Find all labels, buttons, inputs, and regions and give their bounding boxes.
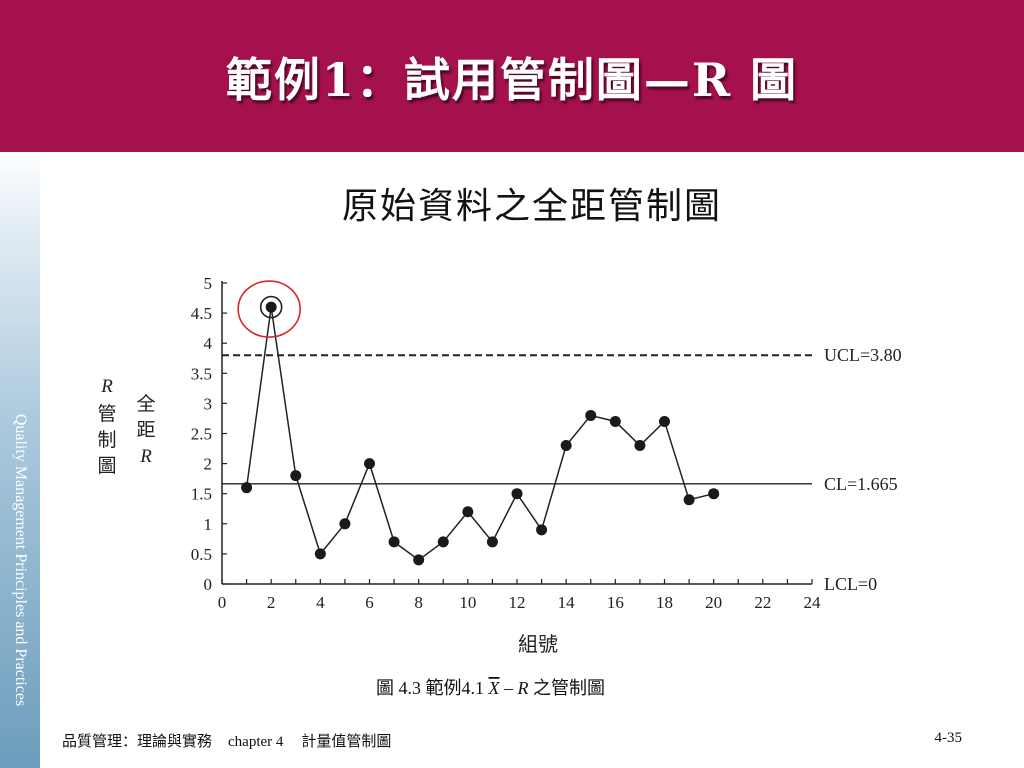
caption-suffix: 之管制圖 [529, 678, 606, 698]
y-axis-label-left-char: 管 [97, 403, 116, 425]
y-axis-label-right-char: 全 [136, 393, 155, 415]
data-point [634, 440, 646, 452]
data-point [486, 536, 498, 548]
y-tick-label: 0.5 [191, 545, 212, 564]
y-tick-label: 3 [204, 394, 213, 413]
y-tick-label: 3.5 [191, 364, 212, 383]
x-tick-label: 22 [754, 593, 771, 612]
x-tick-label: 16 [607, 593, 624, 612]
caption-r: R [517, 678, 529, 698]
data-point [659, 415, 670, 427]
data-point [511, 488, 523, 500]
caption-prefix: 圖 4.3 範例4.1 [376, 678, 489, 698]
side-band [0, 152, 40, 768]
y-tick-label: 1.5 [191, 485, 212, 504]
y-tick-label: 2 [204, 455, 213, 474]
x-tick-label: 6 [365, 593, 374, 612]
data-point [437, 536, 449, 548]
title-banner [0, 0, 1024, 152]
data-point [364, 458, 375, 470]
range-series-line [245, 306, 714, 561]
y-tick-label: 5 [204, 274, 213, 293]
x-tick-label: 10 [459, 593, 476, 612]
data-point [585, 409, 597, 421]
x-tick-label: 8 [414, 593, 423, 612]
x-tick-label: 24 [804, 593, 822, 612]
slide-title: 範例1：試用管制圖—R 圖 [225, 53, 799, 107]
footer-section: 計量值管制圖 [301, 732, 392, 750]
figure-caption: 圖 4.3 範例4.1 X – R 之管制圖 [376, 678, 605, 698]
data-point [265, 301, 277, 313]
y-axis-label-right-char: R [139, 446, 152, 467]
y-tick-label: 1 [204, 515, 213, 534]
data-point [339, 518, 351, 530]
caption-xbar: X [488, 678, 501, 698]
x-tick-label: 12 [509, 593, 526, 612]
out-of-control-ring [259, 295, 283, 319]
data-point [536, 524, 548, 536]
x-tick-label: 20 [705, 593, 722, 612]
data-point [241, 482, 253, 494]
y-tick-label: 2.5 [191, 425, 212, 444]
x-tick-label: 2 [267, 593, 276, 612]
x-tick-label: 18 [656, 593, 673, 612]
page-number: 4-35 [934, 730, 963, 746]
x-tick-label: 4 [316, 593, 325, 612]
y-axis-label-left-char: R [100, 376, 113, 397]
footer-book: 品質管理：理論與實務 [62, 732, 213, 750]
y-tick-label: 4 [204, 334, 213, 353]
x-tick-label: 0 [218, 593, 227, 612]
x-axis-title: 組號 [518, 632, 558, 656]
cl-label: CL=1.665 [824, 474, 898, 494]
data-point [388, 536, 400, 548]
y-axis-label-left-char: 圖 [97, 455, 116, 477]
y-tick-label: 0 [204, 575, 213, 594]
data-point [683, 494, 695, 506]
data-point [413, 554, 425, 566]
lcl-label: LCL=0 [824, 574, 877, 594]
data-point [462, 506, 474, 518]
r-control-chart: 00.511.522.533.544.550 2 4 6 8 10 12 14 16 18 20 22… [97, 274, 902, 698]
y-axis-label-left-char: 制 [97, 429, 116, 451]
out-of-control-highlight [237, 280, 301, 338]
caption-dash: – [500, 678, 518, 698]
footer-chapter: chapter 4 [228, 734, 284, 750]
data-point [560, 440, 572, 452]
ucl-label: UCL=3.80 [824, 345, 902, 365]
chart-subtitle: 原始資料之全距管制圖 [341, 186, 722, 227]
data-point [290, 470, 302, 482]
data-point [708, 488, 720, 500]
x-tick-label: 14 [558, 593, 576, 612]
footer: 品質管理：理論與實務 chapter 4 計量值管制圖 [62, 730, 391, 751]
y-axis-label-right-char: 距 [136, 419, 155, 441]
y-tick-label: 4.5 [191, 304, 212, 323]
data-point [314, 548, 326, 560]
data-point [609, 415, 621, 427]
